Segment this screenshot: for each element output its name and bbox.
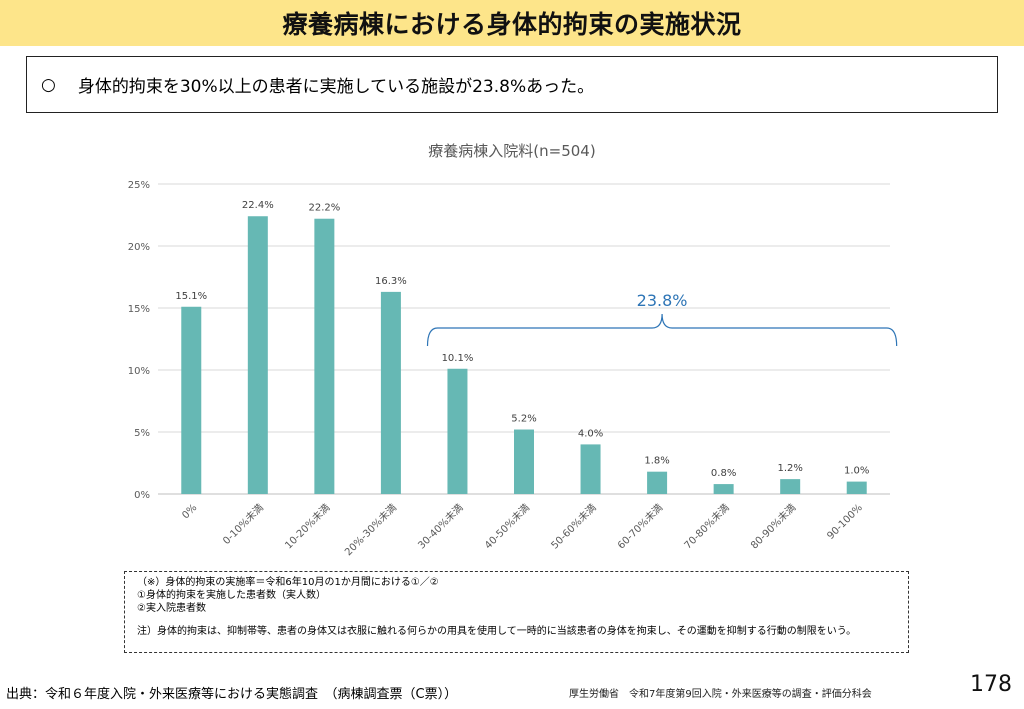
summary-text: 身体的拘束を30%以上の患者に実施している施設が23.8%あった。 bbox=[77, 77, 595, 97]
bar bbox=[780, 479, 801, 494]
y-tick-label: 15% bbox=[128, 304, 150, 315]
bar bbox=[647, 471, 668, 494]
data-label: 1.2% bbox=[777, 463, 802, 474]
data-label: 1.0% bbox=[844, 466, 869, 477]
data-label: 22.2% bbox=[308, 203, 340, 214]
x-tick-label: 60-70%未満 bbox=[615, 502, 665, 552]
data-label: 0.8% bbox=[711, 468, 736, 479]
x-tick-label: 80-90%未満 bbox=[748, 502, 798, 552]
y-tick-label: 10% bbox=[128, 366, 150, 377]
x-tick-label: 20%-30%未満 bbox=[342, 502, 399, 559]
page-title: 療養病棟における身体的拘束の実施状況 bbox=[282, 10, 742, 39]
bar bbox=[447, 368, 468, 494]
x-tick-label: 90-100% bbox=[825, 502, 865, 542]
bar bbox=[846, 481, 867, 494]
data-label: 22.4% bbox=[242, 200, 274, 211]
y-tick-label: 20% bbox=[128, 242, 150, 253]
note-line-3: ②実入院患者数 bbox=[137, 603, 206, 614]
footer-org: 厚生労働省 令和7年度第9回入院・外来医療等の調査・評価分科会 bbox=[569, 689, 872, 700]
y-tick-label: 0% bbox=[134, 490, 150, 501]
title-bar: 療養病棟における身体的拘束の実施状況 bbox=[0, 0, 1024, 46]
bullet-icon: ○ bbox=[41, 74, 56, 95]
y-tick-label: 25% bbox=[128, 180, 150, 191]
data-label: 16.3% bbox=[375, 276, 407, 287]
x-tick-label: 40-50%未満 bbox=[482, 502, 532, 552]
note-box: （※）身体的拘束の実施率＝令和6年10月の1か月間における①／② ①身体的拘束を… bbox=[124, 571, 909, 653]
bar bbox=[380, 291, 401, 494]
page-number: 178 bbox=[970, 672, 1012, 697]
x-tick-label: 50-60%未満 bbox=[549, 502, 599, 552]
data-label: 4.0% bbox=[578, 428, 603, 439]
annotation-label: 23.8% bbox=[637, 291, 688, 310]
bar bbox=[181, 306, 202, 494]
bar bbox=[713, 484, 734, 494]
x-tick-label: 0-10%未満 bbox=[221, 502, 266, 547]
x-tick-label: 0% bbox=[180, 502, 199, 521]
bar bbox=[247, 216, 268, 494]
note-line-1: （※）身体的拘束の実施率＝令和6年10月の1か月間における①／② bbox=[137, 577, 439, 588]
x-tick-label: 30-40%未満 bbox=[416, 502, 466, 552]
bar bbox=[580, 444, 601, 494]
bar bbox=[314, 218, 335, 494]
data-label: 10.1% bbox=[442, 353, 474, 364]
y-tick-label: 5% bbox=[134, 428, 150, 439]
x-tick-label: 70-80%未満 bbox=[682, 502, 732, 552]
note-line-2: ①身体的拘束を実施した患者数（実人数） bbox=[137, 590, 326, 601]
data-label: 1.8% bbox=[644, 456, 669, 467]
note-line-4: 注）身体的拘束は、抑制帯等、患者の身体又は衣服に触れる何らかの用具を使用して一時… bbox=[137, 626, 857, 637]
chart-title: 療養病棟入院料(n=504) bbox=[428, 142, 595, 160]
data-label: 15.1% bbox=[175, 291, 207, 302]
data-label: 5.2% bbox=[511, 414, 536, 425]
bar bbox=[514, 429, 534, 494]
x-tick-label: 10-20%未満 bbox=[283, 502, 333, 552]
brace-annotation bbox=[426, 313, 898, 347]
footer-source: 出典：令和６年度入院・外来医療等における実態調査 （病棟調査票（C票）） bbox=[6, 687, 458, 702]
summary-box: ○ 身体的拘束を30%以上の患者に実施している施設が23.8%あった。 bbox=[26, 56, 998, 113]
bar-chart: 療養病棟入院料(n=504) 0% 5% 10% 15% 20% 25% 15.1% 0% 22.… bbox=[128, 142, 898, 559]
